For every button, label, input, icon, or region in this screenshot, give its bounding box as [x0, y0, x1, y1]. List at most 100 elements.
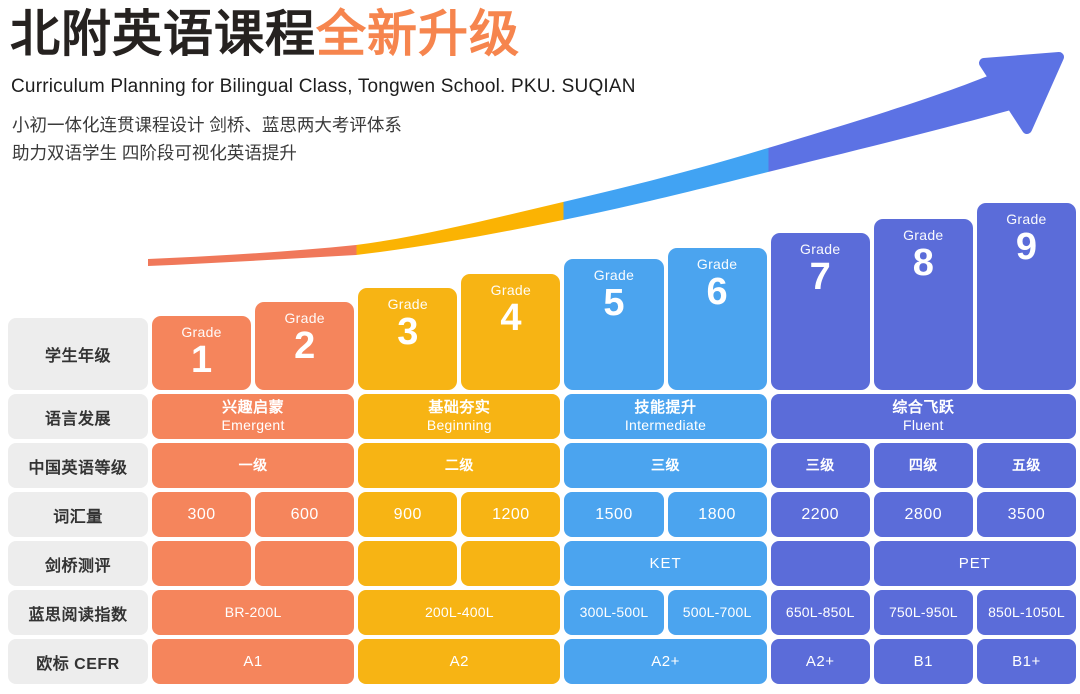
lexile-index-value: 200L-400L	[424, 604, 494, 621]
grade-number: 5	[603, 282, 625, 325]
china-english-level-value: 一级	[238, 457, 268, 474]
description-line-1: 小初一体化连贯课程设计 剑桥、蓝思两大考评体系	[12, 115, 402, 135]
vocabulary-value: 2800	[904, 505, 943, 523]
row-label-student-grade: 学生年级	[8, 318, 148, 390]
description: 小初一体化连贯课程设计 剑桥、蓝思两大考评体系 助力双语学生 四阶段可视化英语提…	[10, 112, 636, 167]
grade-number: 1	[190, 339, 213, 382]
language-development-cell: 综合飞跃 Fluent	[770, 394, 1076, 439]
grade-bar-2: Grade 2	[255, 302, 355, 390]
vocabulary-value: 2200	[801, 505, 839, 523]
grade-word: Grade	[696, 256, 738, 272]
vocabulary-cell: 2200	[770, 492, 870, 537]
lexile-index-cell: BR-200L	[152, 590, 355, 635]
row-label-cambridge-assessment: 剑桥测评	[8, 541, 148, 586]
cambridge-assessment-value: PET	[958, 554, 991, 572]
grade-word: Grade	[903, 227, 944, 243]
vocabulary-cell: 1500	[564, 492, 664, 537]
language-development-cell: 技能提升 Intermediate	[564, 394, 767, 439]
language-development-cell: 兴趣启蒙 Emergent	[152, 394, 355, 439]
china-english-level-value: 三级	[805, 457, 835, 474]
grade-number: 2	[294, 325, 316, 368]
curriculum-table: 学生年级 Grade 1 Grade 2 Grade 3 Grade 4 Grade 5 Grade 6…	[8, 203, 1076, 684]
grade-word: Grade	[1006, 211, 1047, 227]
china-english-level-cell: 三级	[564, 443, 767, 488]
language-development-subvalue: Emergent	[221, 417, 285, 434]
china-english-level-cell: 一级	[152, 443, 355, 488]
china-english-level-cell: 三级	[770, 443, 870, 488]
lexile-index-cell: 300L-500L	[564, 590, 664, 635]
china-english-level-value: 四级	[908, 457, 938, 474]
grade-number: 6	[706, 271, 728, 314]
grade-bar-3: Grade 3	[358, 288, 458, 390]
lexile-index-cell: 850L-1050L	[976, 590, 1076, 635]
growth-arrow-head	[979, 52, 1064, 134]
lexile-index-value: 750L-950L	[888, 604, 958, 621]
vocabulary-value: 300	[187, 505, 216, 523]
header: 北附英语课程全新升级 Curriculum Planning for Bilin…	[10, 6, 636, 167]
grade-word: Grade	[387, 296, 428, 312]
row-label-lexile-index: 蓝思阅读指数	[8, 590, 148, 635]
cambridge-assessment-cell	[152, 541, 252, 586]
page-title: 北附英语课程全新升级	[10, 6, 636, 62]
grade-word: Grade	[284, 310, 325, 326]
cefr-cell: A2+	[564, 639, 767, 684]
language-development-value: 基础夯实	[428, 399, 491, 417]
language-development-value: 兴趣启蒙	[222, 399, 285, 417]
grade-number: 3	[397, 311, 419, 354]
vocabulary-value: 600	[290, 505, 319, 523]
cefr-value: A1	[243, 652, 263, 670]
cefr-value: A2	[449, 652, 469, 670]
cefr-value: B1+	[1012, 652, 1041, 670]
china-english-level-cell: 二级	[358, 443, 561, 488]
vocabulary-value: 1500	[595, 505, 633, 523]
grade-bar-9: Grade 9	[976, 203, 1076, 390]
lexile-index-value: 850L-1050L	[988, 604, 1065, 621]
grade-word: Grade	[181, 324, 222, 340]
language-development-subvalue: Fluent	[902, 417, 944, 434]
cefr-cell: B1	[873, 639, 973, 684]
language-development-cell: 基础夯实 Beginning	[358, 394, 561, 439]
grade-number: 7	[809, 256, 831, 299]
vocabulary-cell: 3500	[976, 492, 1076, 537]
title-main: 北附英语课程	[10, 6, 316, 62]
grade-bar-5: Grade 5	[564, 259, 664, 390]
lexile-index-value: 300L-500L	[579, 604, 649, 621]
language-development-value: 综合飞跃	[892, 399, 955, 417]
description-line-2: 助力双语学生 四阶段可视化英语提升	[12, 142, 297, 163]
row-label-cefr: 欧标 CEFR	[8, 639, 148, 684]
title-accent: 全新升级	[316, 6, 520, 62]
lexile-index-cell: 500L-700L	[667, 590, 767, 635]
vocabulary-cell: 1800	[667, 492, 767, 537]
language-development-subvalue: Intermediate	[624, 417, 707, 434]
cambridge-assessment-cell	[255, 541, 355, 586]
grade-number: 8	[912, 242, 934, 285]
lexile-index-cell: 750L-950L	[873, 590, 973, 635]
cefr-cell: A2	[358, 639, 561, 684]
grade-bar-7: Grade 7	[770, 233, 870, 390]
vocabulary-cell: 300	[152, 492, 252, 537]
language-development-subvalue: Beginning	[426, 417, 492, 434]
grade-word: Grade	[490, 282, 532, 298]
lexile-index-value: 500L-700L	[682, 604, 752, 621]
vocabulary-value: 1200	[492, 505, 530, 523]
lexile-index-cell: 650L-850L	[770, 590, 870, 635]
grade-bar-8: Grade 8	[873, 219, 973, 390]
cefr-cell: B1+	[976, 639, 1076, 684]
cambridge-assessment-cell	[770, 541, 870, 586]
vocabulary-value: 900	[393, 505, 422, 523]
china-english-level-cell: 四级	[873, 443, 973, 488]
row-label-vocabulary: 词汇量	[8, 492, 148, 537]
vocabulary-cell: 1200	[461, 492, 561, 537]
vocabulary-cell: 600	[255, 492, 355, 537]
grade-number: 4	[500, 297, 522, 340]
grade-word: Grade	[593, 267, 635, 283]
grade-word: Grade	[800, 241, 841, 257]
language-development-value: 技能提升	[634, 399, 697, 417]
row-label-language-development: 语言发展	[8, 394, 148, 439]
cefr-value: A2+	[651, 652, 680, 670]
lexile-index-value: 650L-850L	[785, 604, 855, 621]
grade-bar-4: Grade 4	[461, 274, 561, 390]
vocabulary-value: 1800	[698, 505, 736, 523]
vocabulary-cell: 900	[358, 492, 458, 537]
china-english-level-cell: 五级	[976, 443, 1076, 488]
